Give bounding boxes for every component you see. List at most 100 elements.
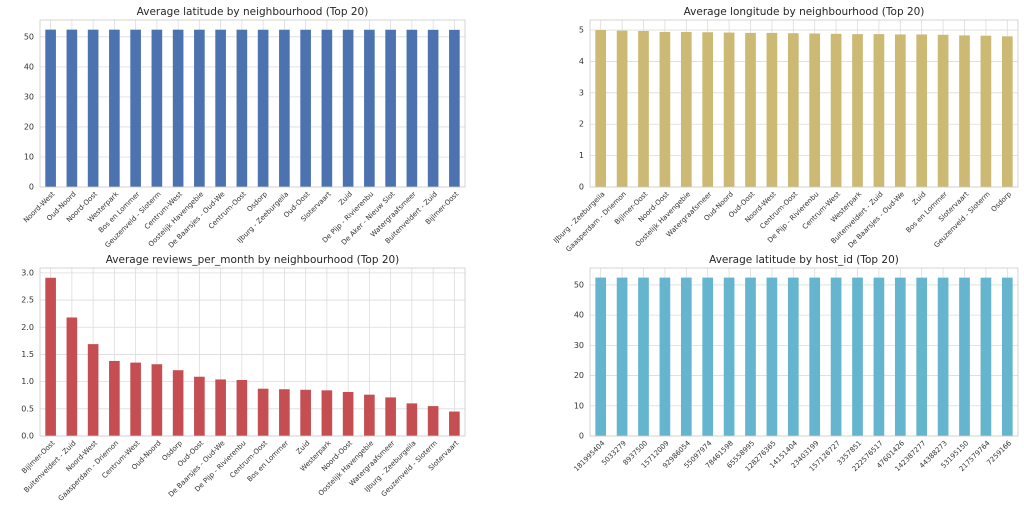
bar bbox=[852, 277, 863, 436]
bar bbox=[1001, 36, 1013, 188]
chart-title: Average longitude by neighbourhood (Top … bbox=[684, 6, 925, 18]
bar bbox=[449, 411, 460, 436]
y-tick-label: 30 bbox=[574, 341, 584, 350]
bar bbox=[236, 29, 248, 188]
bar bbox=[109, 360, 120, 436]
bar bbox=[916, 277, 928, 436]
y-tick-label: 1 bbox=[579, 151, 584, 160]
bar bbox=[959, 277, 970, 436]
bar bbox=[659, 31, 671, 187]
y-tick-label: 40 bbox=[574, 311, 584, 320]
bar bbox=[1001, 277, 1013, 436]
x-tick-label: Centrum-Oost bbox=[759, 190, 800, 231]
bar bbox=[787, 33, 799, 188]
bar bbox=[194, 376, 205, 436]
y-tick-label: 1.0 bbox=[21, 377, 34, 386]
bar bbox=[745, 32, 756, 187]
plot-frame bbox=[589, 19, 1019, 188]
bar bbox=[66, 317, 78, 436]
bar bbox=[723, 277, 735, 436]
bar bbox=[130, 362, 141, 436]
bar bbox=[364, 29, 375, 188]
bar bbox=[172, 29, 184, 187]
bar bbox=[172, 370, 184, 436]
bar bbox=[66, 29, 78, 188]
y-tick-label: 50 bbox=[24, 32, 34, 41]
bar bbox=[342, 391, 354, 436]
bar bbox=[427, 406, 439, 436]
bar bbox=[680, 277, 692, 436]
bar bbox=[427, 29, 439, 187]
y-tick-label: 40 bbox=[24, 62, 34, 71]
bar bbox=[937, 34, 949, 188]
chart-panel: Average longitude by neighbourhood (Top … bbox=[552, 6, 1019, 254]
bar bbox=[702, 277, 714, 436]
bar bbox=[279, 389, 290, 436]
y-tick-label: 10 bbox=[24, 152, 34, 161]
bar bbox=[894, 34, 906, 187]
bar bbox=[616, 30, 628, 188]
bar bbox=[809, 33, 821, 187]
y-tick-label: 0 bbox=[579, 432, 584, 441]
bar bbox=[194, 29, 205, 188]
bar bbox=[873, 277, 885, 436]
bar bbox=[916, 34, 928, 187]
bar bbox=[680, 31, 692, 187]
x-tick-label: Centrum-Oost bbox=[207, 190, 248, 231]
bar bbox=[830, 33, 842, 188]
bar bbox=[980, 277, 992, 436]
bar bbox=[723, 32, 735, 187]
bar bbox=[279, 29, 290, 187]
chart-panel: Average latitude by host_id (Top 20) 0 10 2… bbox=[573, 254, 1019, 473]
bar bbox=[638, 30, 649, 187]
bar bbox=[364, 394, 375, 436]
plot-frame bbox=[39, 267, 466, 437]
y-tick-label: 50 bbox=[574, 280, 584, 289]
bar bbox=[342, 29, 354, 188]
y-tick-label: 10 bbox=[574, 401, 584, 410]
bar bbox=[45, 277, 56, 436]
chart-title: Average latitude by neighbourhood (Top 2… bbox=[137, 6, 369, 18]
bar bbox=[87, 344, 99, 436]
bar bbox=[45, 29, 56, 188]
y-tick-label: 1.5 bbox=[21, 350, 34, 359]
bar bbox=[385, 397, 396, 436]
chart-title: Average reviews_per_month by neighbourho… bbox=[106, 254, 400, 266]
bar bbox=[638, 277, 649, 436]
x-tick-label: Zuid bbox=[337, 190, 354, 207]
bar bbox=[766, 32, 778, 187]
y-tick-label: 20 bbox=[574, 371, 584, 380]
chart-title: Average latitude by host_id (Top 20) bbox=[709, 254, 899, 266]
bar bbox=[959, 35, 970, 188]
bar bbox=[215, 379, 226, 436]
bar bbox=[616, 277, 628, 436]
y-tick-label: 20 bbox=[24, 122, 34, 131]
y-tick-label: 0.0 bbox=[21, 432, 34, 441]
y-tick-label: 4 bbox=[579, 57, 584, 66]
bar bbox=[406, 29, 418, 188]
bar bbox=[449, 29, 460, 187]
bar bbox=[130, 29, 141, 187]
bar bbox=[87, 29, 99, 187]
bar bbox=[321, 29, 333, 187]
bar bbox=[809, 277, 821, 436]
y-tick-label: 2 bbox=[579, 120, 584, 129]
bar bbox=[659, 277, 671, 436]
x-tick-label: Zuid bbox=[911, 190, 928, 207]
y-tick-label: 0 bbox=[579, 183, 584, 192]
y-tick-label: 5 bbox=[579, 26, 584, 35]
bar bbox=[215, 29, 226, 188]
x-tick-label: 181995404 bbox=[573, 439, 607, 473]
x-tick-label: Bos en Lommer bbox=[246, 439, 290, 483]
bar bbox=[151, 364, 163, 436]
chart-panel: Average reviews_per_month by neighbourho… bbox=[20, 254, 466, 503]
bar bbox=[745, 277, 756, 436]
x-tick-label: Zuid bbox=[295, 439, 312, 456]
y-tick-label: 2.0 bbox=[21, 323, 34, 332]
bar bbox=[321, 390, 333, 436]
bar bbox=[595, 30, 607, 188]
bar bbox=[300, 389, 311, 436]
x-tick-label: Osdorp bbox=[990, 190, 1014, 214]
bar bbox=[257, 29, 269, 187]
plot-frame bbox=[39, 19, 466, 188]
